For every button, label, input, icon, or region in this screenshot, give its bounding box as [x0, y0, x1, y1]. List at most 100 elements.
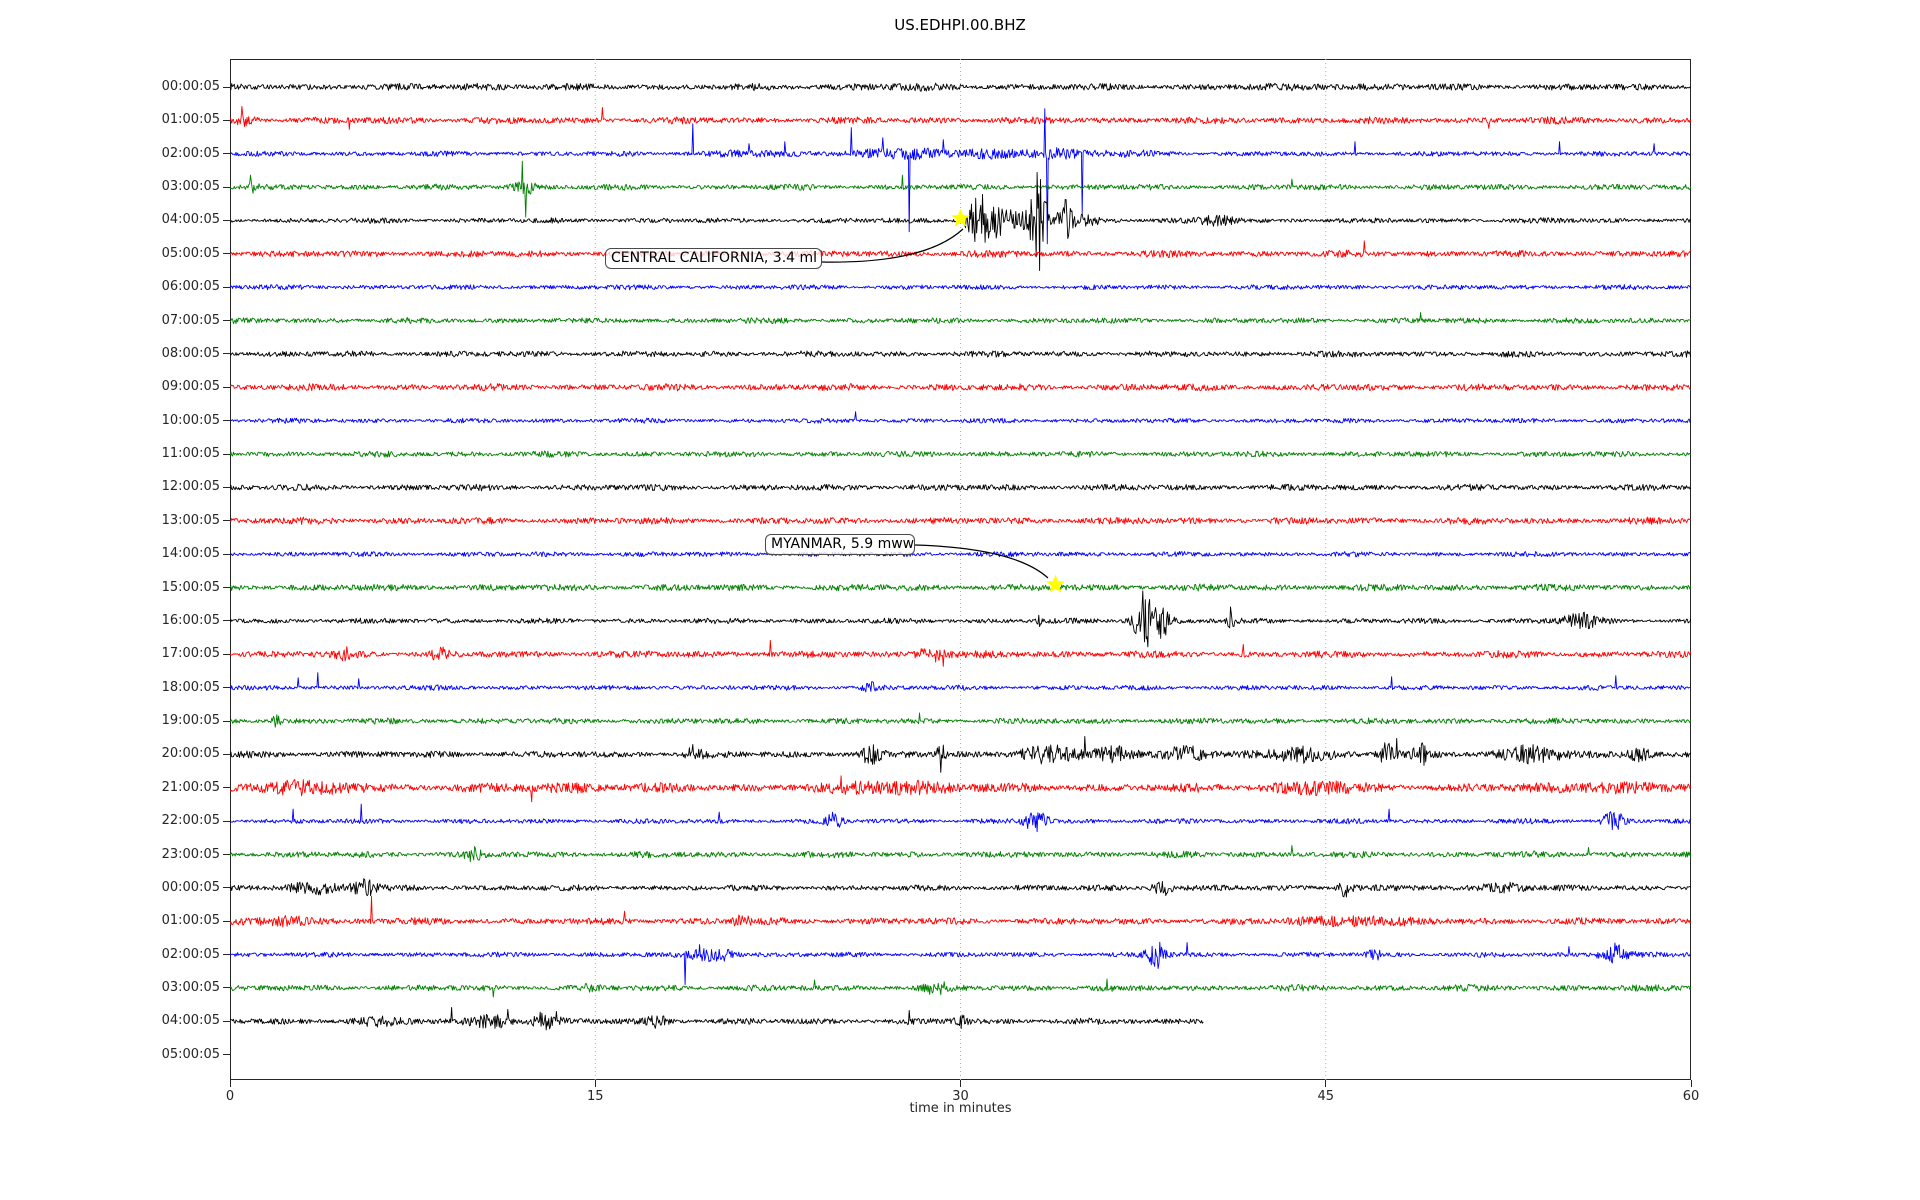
trace-row [230, 895, 1691, 928]
event-annotation-central-california: CENTRAL CALIFORNIA, 3.4 ml [605, 248, 822, 269]
y-tick-label: 08:00:05 [161, 345, 220, 361]
trace-row [230, 672, 1691, 693]
y-tick-label: 01:00:05 [161, 112, 220, 128]
trace-row [230, 383, 1691, 392]
x-tick-label: 0 [225, 1089, 235, 1104]
x-axis-label: time in minutes [909, 1101, 1012, 1116]
y-tick-label: 06:00:05 [161, 279, 220, 295]
y-tick-label: 05:00:05 [161, 1046, 220, 1062]
y-tick [223, 887, 230, 889]
x-tick [229, 1080, 231, 1087]
y-tick-label: 03:00:05 [161, 179, 220, 195]
y-tick [223, 954, 230, 956]
y-tick-label: 09:00:05 [161, 379, 220, 395]
y-tick-label: 00:00:05 [161, 879, 220, 895]
y-tick-label: 14:00:05 [161, 546, 220, 562]
trace-row [230, 284, 1691, 291]
trace-row [230, 350, 1691, 358]
y-tick-label: 13:00:05 [161, 512, 220, 528]
trace-row [230, 82, 1691, 92]
trace-row [230, 516, 1691, 526]
y-tick-label: 02:00:05 [161, 145, 220, 161]
x-tick [1325, 1080, 1327, 1087]
y-tick [223, 653, 230, 655]
y-tick [223, 854, 230, 855]
y-tick [223, 153, 230, 155]
trace-row [230, 735, 1691, 773]
y-tick [223, 286, 230, 288]
y-tick-label: 01:00:05 [161, 913, 220, 929]
y-tick-label: 12:00:05 [161, 479, 220, 495]
trace-row [230, 878, 1691, 898]
y-tick [223, 620, 230, 622]
y-tick [223, 119, 230, 121]
y-tick-label: 23:00:05 [161, 846, 220, 862]
y-tick [223, 86, 230, 88]
y-tick [223, 219, 230, 221]
y-tick [223, 787, 230, 789]
y-tick [223, 587, 230, 589]
y-tick-label: 03:00:05 [161, 979, 220, 995]
y-tick-label: 19:00:05 [161, 713, 220, 729]
y-tick [223, 920, 230, 922]
event-star-icon [951, 208, 970, 227]
trace-row [230, 108, 1691, 245]
y-tick-label: 10:00:05 [161, 412, 220, 428]
y-tick [223, 320, 230, 322]
y-tick-label: 15:00:05 [161, 579, 220, 595]
y-tick [223, 1054, 230, 1056]
y-tick [223, 1020, 230, 1022]
y-tick [223, 720, 230, 722]
y-tick [223, 253, 230, 255]
y-tick [223, 553, 230, 555]
trace-row [230, 845, 1691, 863]
y-tick [223, 987, 230, 989]
annotation-arrow [821, 228, 964, 263]
x-tick-label: 60 [1682, 1089, 1700, 1104]
trace-row [230, 160, 1691, 218]
trace-row [230, 978, 1691, 998]
y-tick-label: 02:00:05 [161, 946, 220, 962]
x-tick-label: 15 [586, 1089, 604, 1104]
trace-row [230, 639, 1691, 667]
trace-row [230, 1006, 1204, 1031]
y-tick [223, 420, 230, 422]
trace-row [230, 551, 1691, 558]
y-tick-label: 22:00:05 [161, 813, 220, 829]
y-tick-label: 17:00:05 [161, 646, 220, 662]
y-tick [223, 753, 230, 755]
annotation-arrow [914, 544, 1049, 579]
x-tick [960, 1080, 961, 1087]
trace-row [230, 775, 1691, 803]
y-tick-label: 20:00:05 [161, 746, 220, 762]
event-annotation-myanmar: MYANMAR, 5.9 mww [765, 534, 915, 555]
trace-row [230, 712, 1691, 728]
seismogram-canvas [230, 59, 1691, 1080]
trace-row [230, 411, 1691, 424]
trace-row [230, 240, 1691, 259]
y-tick-label: 07:00:05 [161, 312, 220, 328]
x-tick-label: 30 [952, 1089, 969, 1104]
x-tick [594, 1080, 596, 1087]
y-tick [223, 687, 230, 689]
y-tick-label: 18:00:05 [161, 679, 220, 695]
event-star-icon [1046, 574, 1065, 593]
trace-row [230, 590, 1691, 648]
x-tick-label: 45 [1317, 1089, 1335, 1104]
y-tick-label: 04:00:05 [161, 1013, 220, 1029]
y-tick-label: 21:00:05 [161, 779, 220, 795]
trace-row [230, 941, 1691, 986]
y-tick-label: 05:00:05 [161, 245, 220, 261]
y-tick-label: 16:00:05 [161, 612, 220, 628]
y-tick [223, 186, 230, 188]
y-tick-label: 11:00:05 [161, 446, 220, 462]
trace-row [230, 803, 1691, 833]
y-tick [223, 520, 230, 522]
y-tick-label: 00:00:05 [161, 79, 220, 94]
y-tick [223, 486, 230, 488]
trace-row [230, 105, 1691, 130]
chart-title: US.EDHPI.00.BHZ [894, 16, 1026, 34]
x-tick [1690, 1080, 1692, 1087]
y-tick [223, 353, 230, 355]
